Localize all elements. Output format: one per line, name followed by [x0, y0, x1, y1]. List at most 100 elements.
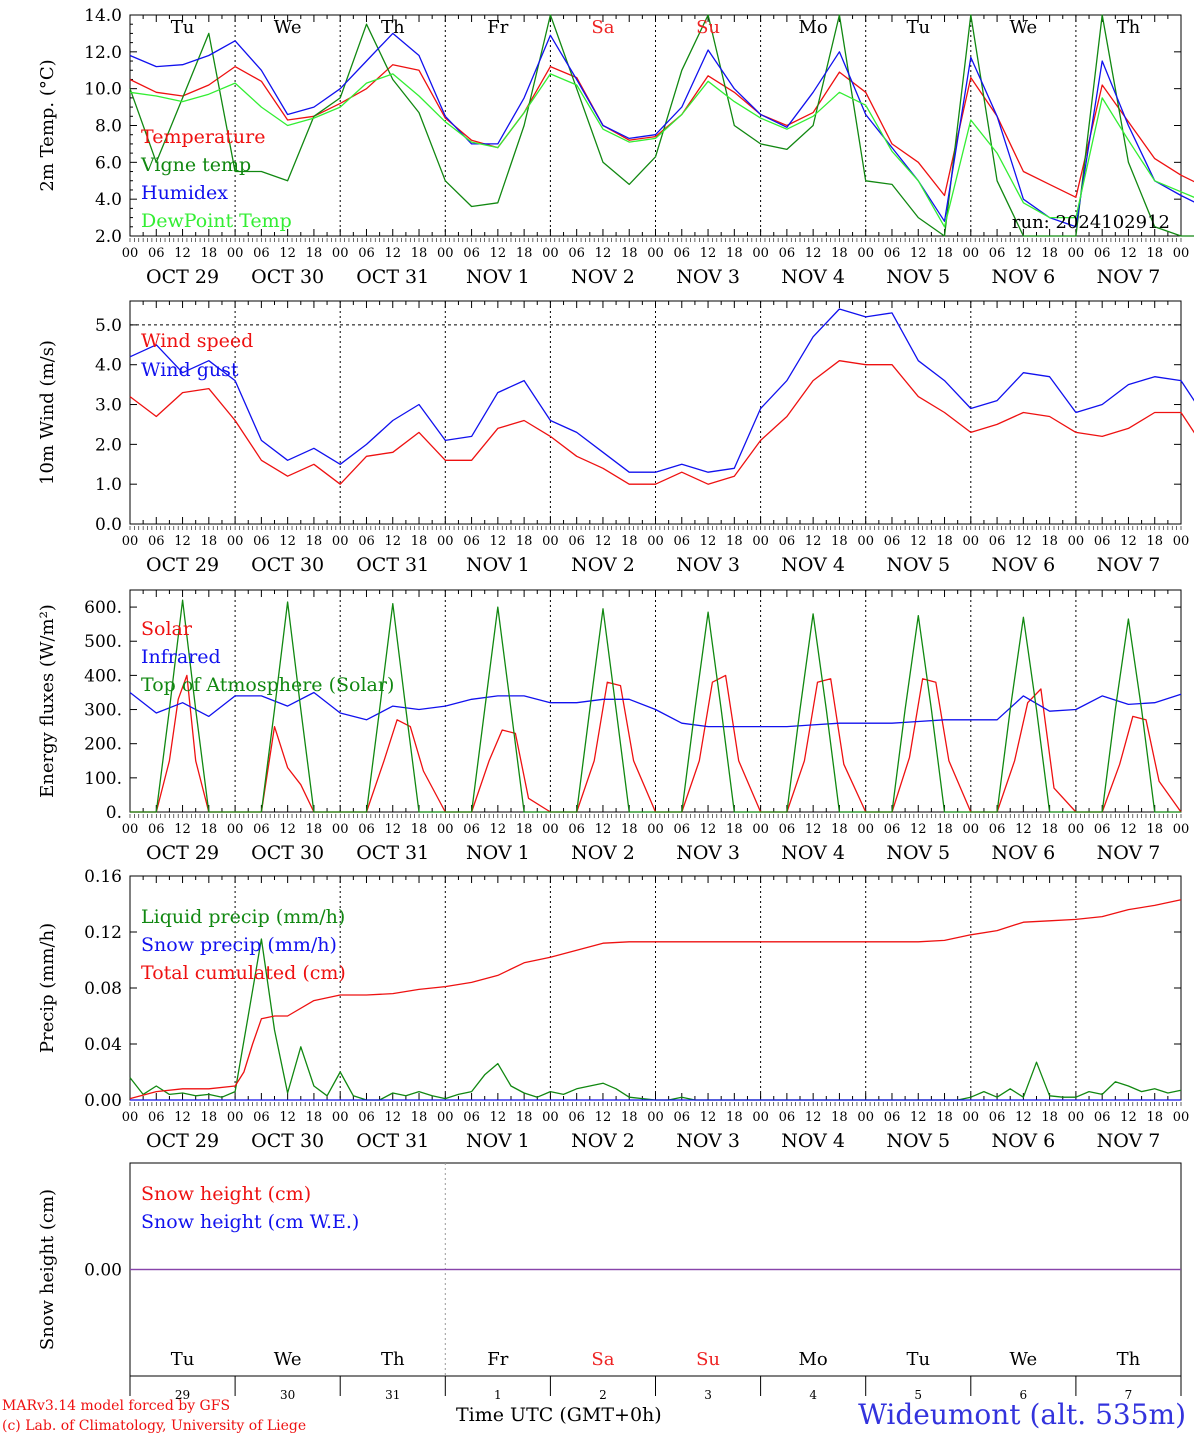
hour-tick-label: 00	[647, 822, 664, 837]
hour-tick-label: 12	[384, 534, 401, 549]
hour-tick-label: 00	[752, 534, 769, 549]
hour-tick-label: 06	[148, 822, 165, 837]
series-vigne-temp	[129, 14, 1194, 237]
hour-tick-label: 06	[358, 246, 375, 261]
panel-5: 0.00 Snow height (cm) Snow height (cm) Snow…	[37, 1162, 1182, 1402]
legend-entry: Top of Atmosphere (Solar)	[141, 674, 394, 696]
hour-tick-label: 00	[227, 1110, 244, 1125]
day-number-label: 7	[1125, 1388, 1133, 1402]
run-label: run: 2024102912	[1012, 212, 1170, 233]
hour-tick-label: 06	[779, 822, 796, 837]
legend-entry: Wind speed	[141, 330, 253, 352]
day-of-week-label: Th	[1117, 1349, 1141, 1370]
date-label: NOV 3	[676, 1130, 740, 1152]
hour-tick-label: 00	[227, 534, 244, 549]
hour-tick-label: 00	[122, 1110, 139, 1125]
hour-tick-label: 06	[568, 246, 585, 261]
day-number-label: 31	[385, 1388, 400, 1402]
hour-tick-label: 12	[490, 246, 507, 261]
hour-tick-label: 18	[201, 246, 218, 261]
hour-tick-label: 12	[279, 246, 296, 261]
hour-tick-label: 06	[989, 246, 1006, 261]
hour-tick-label: 06	[989, 534, 1006, 549]
series-dewpoint-temp	[129, 73, 1194, 228]
panel-4: 00 06 12 18 00 06 12 18 00 06 12 18 00 06 12 18 00 06 12 18…	[37, 867, 1189, 1152]
y-tick-label: 0.	[106, 803, 122, 823]
hour-tick-label: 06	[674, 1110, 691, 1125]
hour-tick-label: 00	[857, 1110, 874, 1125]
day-of-week-label: Tu	[171, 1349, 195, 1370]
hour-tick-label: 18	[621, 534, 638, 549]
hour-tick-label: 18	[726, 534, 743, 549]
hour-tick-label: 00	[1173, 822, 1190, 837]
date-label: NOV 5	[886, 554, 950, 576]
y-tick-label: 12.0	[84, 43, 122, 63]
hour-tick-label: 12	[279, 1110, 296, 1125]
day-of-week-label: Su	[696, 1349, 720, 1370]
hour-tick-label: 06	[148, 1110, 165, 1125]
y-tick-label: 0.08	[84, 979, 122, 999]
day-of-week-label: Tu	[171, 17, 195, 38]
hour-tick-label: 12	[490, 822, 507, 837]
legend-entry: DewPoint Temp	[141, 210, 292, 232]
date-label: OCT 31	[356, 554, 429, 576]
hour-tick-label: 12	[700, 1110, 717, 1125]
hour-tick-label: 12	[384, 822, 401, 837]
legend-entry: Humidex	[141, 182, 228, 204]
hour-tick-label: 18	[1146, 246, 1163, 261]
hour-tick-label: 12	[1015, 822, 1032, 837]
hour-tick-label: 00	[437, 822, 454, 837]
hour-tick-label: 18	[201, 534, 218, 549]
date-label: OCT 29	[146, 266, 219, 288]
hour-tick-label: 12	[174, 246, 191, 261]
date-label: NOV 2	[571, 554, 635, 576]
date-label: OCT 30	[251, 842, 324, 864]
credit-lab: (c) Lab. of Climatology, University of L…	[2, 1418, 307, 1434]
series-infrared	[129, 691, 1182, 728]
date-label: NOV 4	[781, 266, 845, 288]
hour-tick-label: 12	[805, 822, 822, 837]
hour-tick-label: 12	[805, 246, 822, 261]
hour-tick-label: 18	[411, 822, 428, 837]
date-label: NOV 4	[781, 1130, 845, 1152]
hour-tick-label: 06	[358, 1110, 375, 1125]
date-label: NOV 7	[1097, 842, 1161, 864]
hour-tick-label: 06	[253, 534, 270, 549]
y-tick-label: 400.	[84, 666, 122, 686]
hour-tick-label: 06	[884, 1110, 901, 1125]
day-of-week-label: Su	[696, 17, 720, 38]
hour-tick-label: 06	[779, 534, 796, 549]
hour-tick-label: 12	[700, 822, 717, 837]
hour-tick-label: 12	[1015, 246, 1032, 261]
y-tick-label: 3.0	[95, 396, 122, 416]
hour-tick-label: 06	[1094, 246, 1111, 261]
hour-tick-label: 18	[831, 822, 848, 837]
hour-tick-label: 00	[752, 822, 769, 837]
day-of-week-label: Tu	[906, 1349, 930, 1370]
hour-tick-label: 06	[253, 822, 270, 837]
hour-tick-label: 00	[857, 534, 874, 549]
hour-tick-label: 18	[1146, 534, 1163, 549]
y-tick-label: 10.0	[84, 80, 122, 100]
date-label: OCT 29	[146, 554, 219, 576]
hour-tick-label: 12	[595, 534, 612, 549]
day-number-label: 1	[494, 1388, 502, 1402]
hour-tick-label: 00	[332, 246, 349, 261]
hour-tick-label: 12	[174, 534, 191, 549]
hour-tick-label: 12	[805, 1110, 822, 1125]
day-number-label: 6	[1020, 1388, 1028, 1402]
y-tick-label: 0.04	[84, 1035, 122, 1055]
hour-tick-label: 18	[1146, 1110, 1163, 1125]
y-tick-label: 2.0	[95, 435, 122, 455]
hour-tick-label: 06	[884, 246, 901, 261]
hour-tick-label: 00	[332, 1110, 349, 1125]
hour-tick-label: 00	[752, 1110, 769, 1125]
y-tick-label: 8.0	[95, 117, 122, 137]
day-of-week-label: We	[274, 1349, 302, 1370]
date-label: NOV 3	[676, 842, 740, 864]
hour-tick-label: 18	[411, 1110, 428, 1125]
y-tick-label: 100.	[84, 769, 122, 789]
y-tick-label: 5.0	[95, 316, 122, 336]
series-humidex	[129, 32, 1194, 228]
hour-tick-label: 00	[227, 822, 244, 837]
